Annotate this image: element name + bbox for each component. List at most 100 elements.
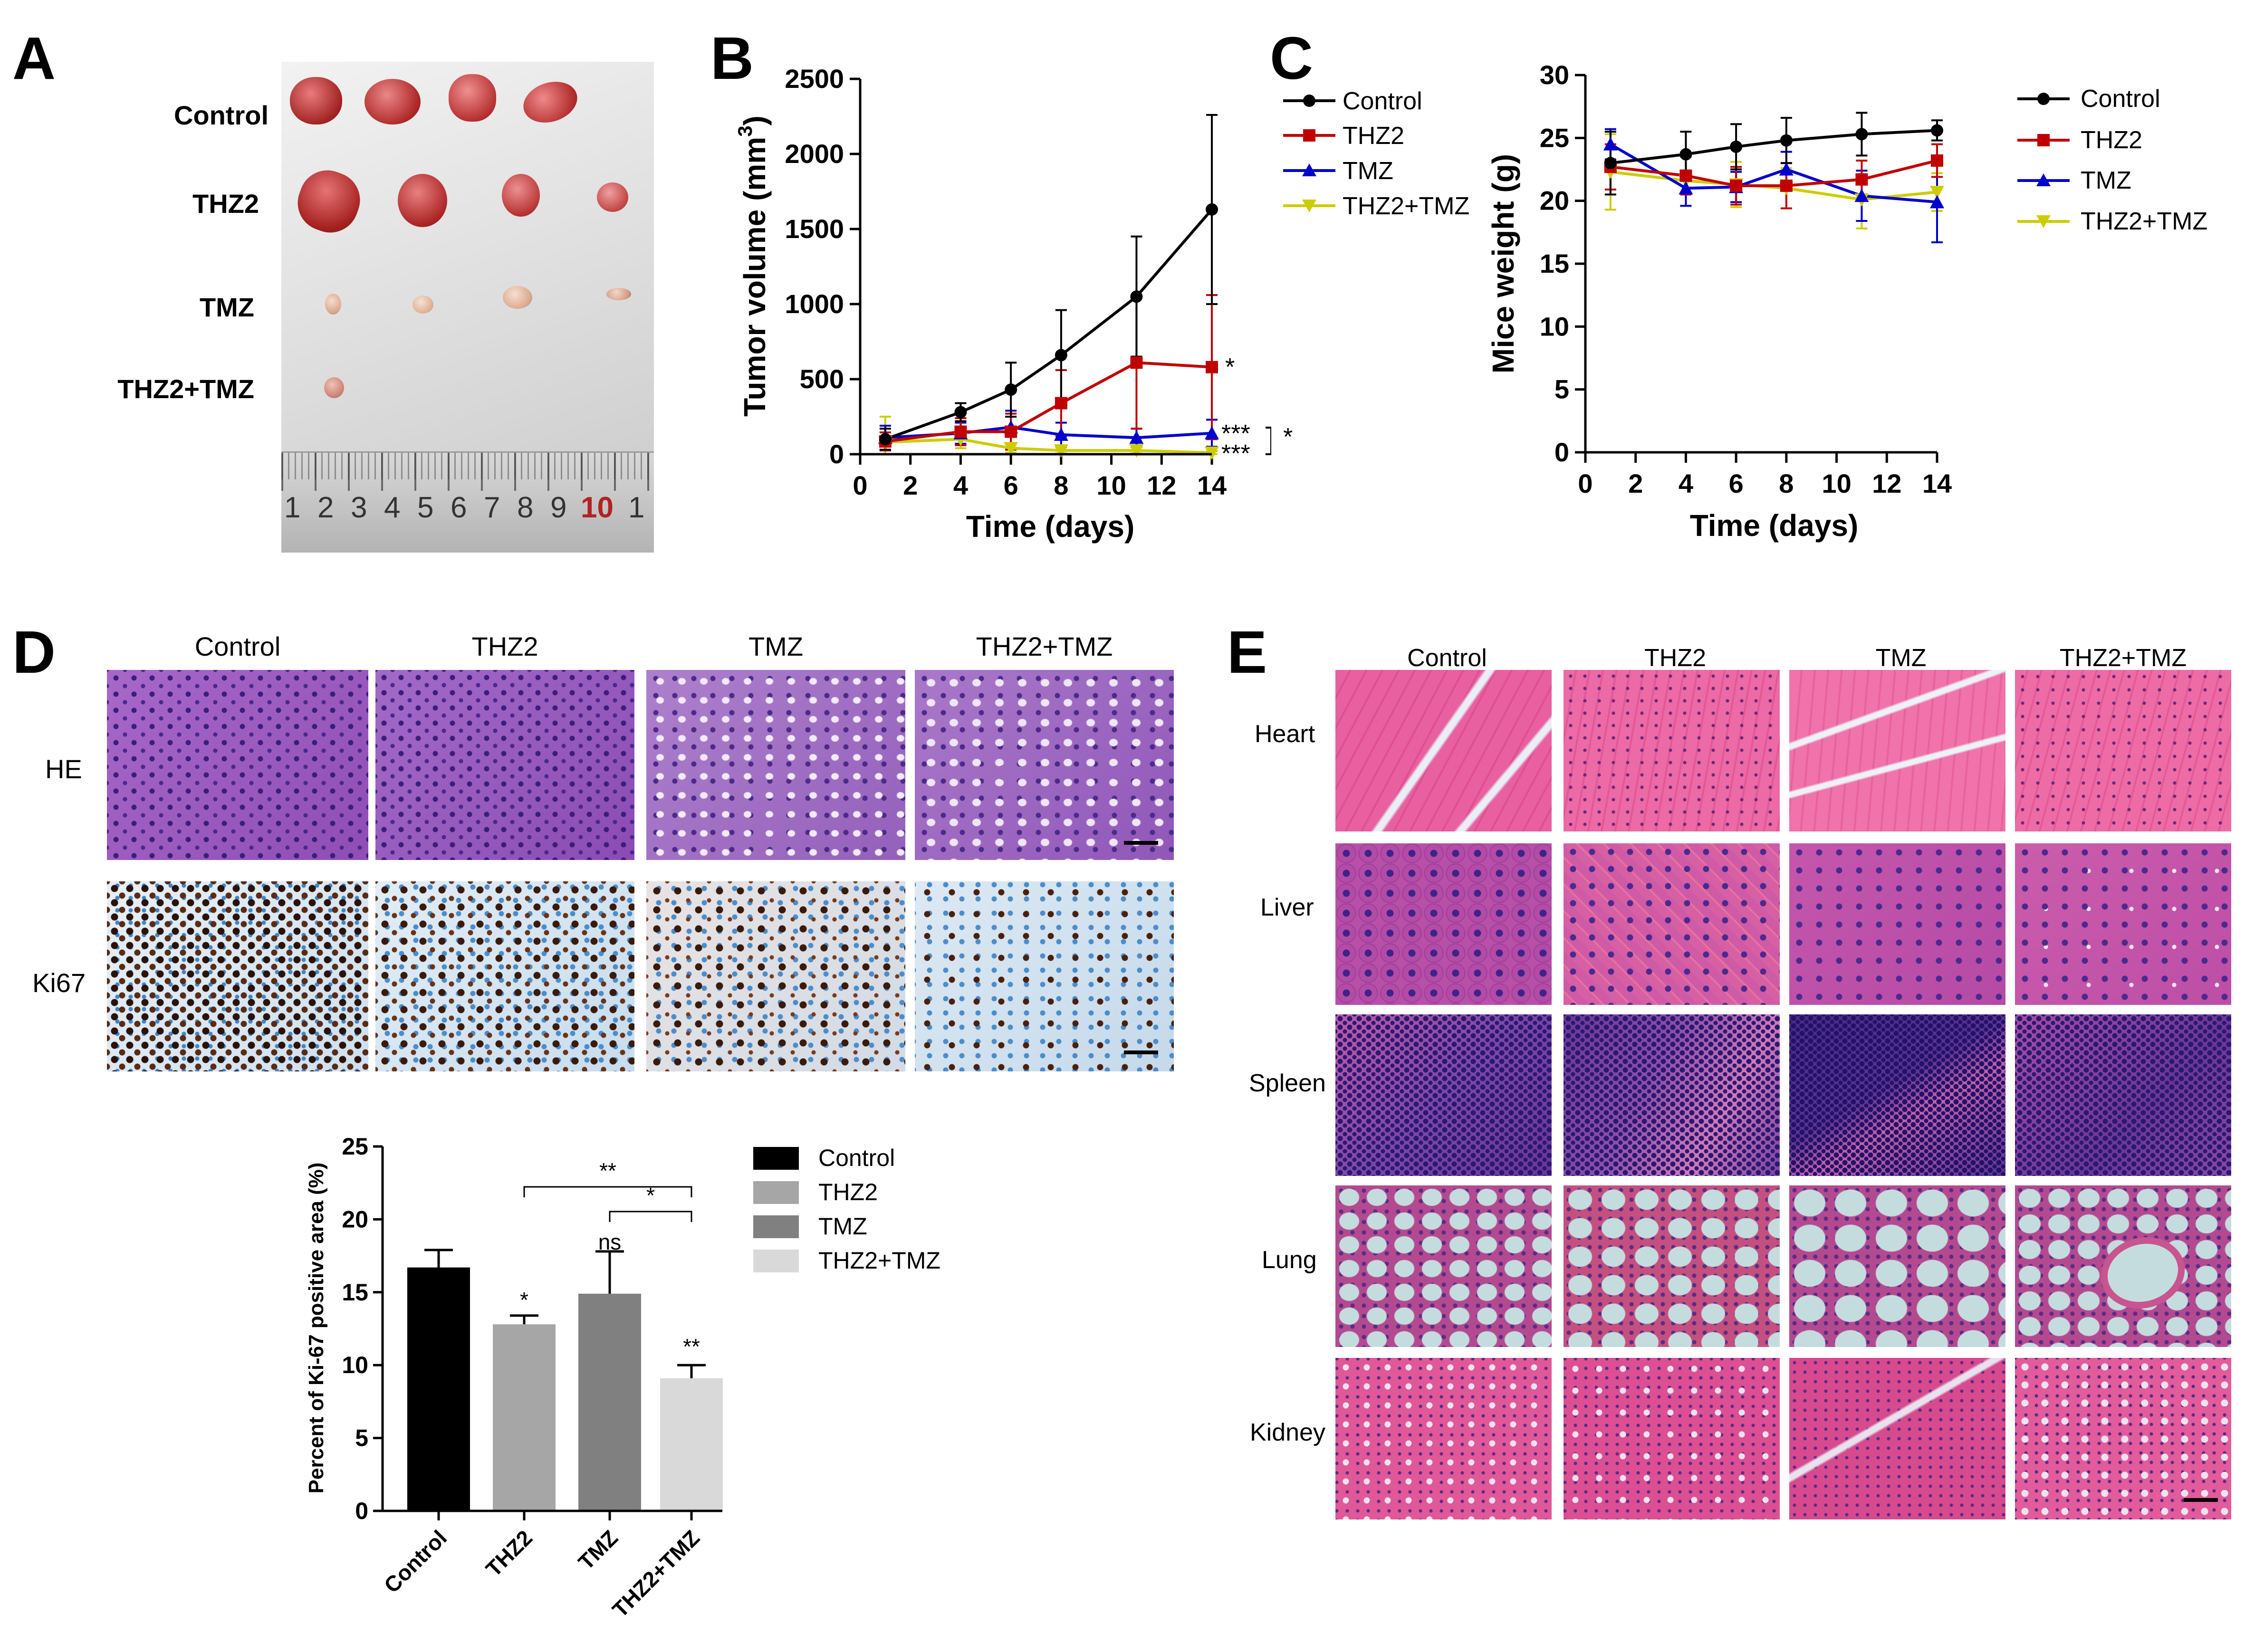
tumor — [324, 377, 344, 398]
legend-label: THZ2 — [818, 1179, 878, 1205]
tumor — [365, 79, 421, 124]
tumor — [289, 162, 368, 241]
data-point-control — [1679, 148, 1692, 161]
ruler-number: 3 — [351, 491, 367, 524]
legend-marker-thz2 — [1283, 129, 1335, 142]
panel-letter-d: D — [12, 619, 56, 686]
data-point-thz2 — [1855, 173, 1868, 186]
data-point-combo — [1004, 442, 1018, 456]
histology-image-ki67 — [107, 881, 368, 1071]
ruler: 1 2 3 4 5 6 7 8 9 10 1 — [281, 451, 654, 553]
panel-a-row-label: TMZ — [199, 292, 254, 322]
tumor — [398, 174, 447, 227]
tumor — [325, 294, 341, 315]
data-point-control — [1855, 128, 1868, 141]
organ-image-spleen — [1564, 1014, 1780, 1176]
data-point-thz2 — [1055, 397, 1067, 410]
legend-label: TMZ — [1343, 157, 1393, 185]
data-point-thz2 — [1780, 179, 1793, 192]
legend-marker-thz2 — [2017, 134, 2070, 146]
x-tick-label: TMZ — [573, 1525, 623, 1575]
legend-marker-control — [1283, 95, 1335, 107]
legend-label: Control — [1343, 87, 1422, 115]
bar-combo — [660, 1378, 723, 1511]
sig-bracket — [609, 1211, 692, 1222]
data-point-tmz — [1603, 137, 1618, 151]
series-line-control — [1610, 129, 1938, 165]
data-point-control — [1931, 124, 1943, 137]
sig-annotation: *** — [1221, 440, 1250, 468]
y-tick-label: 0 — [1554, 437, 1569, 467]
organ-image-heart — [1564, 670, 1780, 831]
x-tick-label: 6 — [1729, 468, 1744, 498]
scale-bar — [2184, 1498, 2218, 1502]
data-point-control — [1780, 134, 1793, 147]
histology-image-he — [915, 670, 1174, 860]
data-point-control — [1206, 203, 1218, 216]
x-tick-label: Control — [379, 1525, 451, 1597]
organ-image-kidney — [1564, 1358, 1780, 1519]
organ-image-spleen — [1789, 1014, 2005, 1176]
x-tick-label: 10 — [1822, 468, 1851, 498]
chart-mice-weight: 0 2 4 6 8 10 12 14 0 5 10 15 20 25 30 Time (days) Mice… — [1487, 60, 1952, 543]
legend-marker-tmz — [2017, 173, 2070, 186]
y-tick-label: 10 — [342, 1352, 368, 1378]
panel-e-column-label: THZ2+TMZ — [2059, 644, 2187, 672]
x-tick-label: 12 — [1872, 468, 1901, 498]
x-tick-label: 6 — [1004, 470, 1018, 500]
legend-swatch-combo — [753, 1250, 799, 1272]
bar-annotation: * — [520, 1288, 528, 1312]
y-tick-label: 10 — [1540, 311, 1569, 341]
tumor — [502, 174, 540, 217]
x-tick-label: 10 — [1096, 470, 1126, 500]
x-tick-label: THZ2 — [481, 1525, 537, 1581]
data-point-tmz — [1129, 430, 1144, 444]
tumor — [518, 75, 583, 129]
legend-label: THZ2+TMZ — [818, 1247, 940, 1274]
x-tick-label: 12 — [1147, 470, 1176, 500]
ruler-number: 1 — [628, 491, 645, 524]
panel-d-row-label: HE — [45, 754, 82, 784]
legend-label: THZ2+TMZ — [2081, 208, 2208, 235]
organ-image-liver — [1335, 843, 1552, 1005]
y-tick-label: 30 — [1540, 60, 1569, 90]
legend-label: THZ2 — [2081, 126, 2142, 154]
x-axis-label: Time (days) — [966, 509, 1135, 544]
tumor — [606, 288, 631, 300]
legend-label: TMZ — [2081, 167, 2131, 194]
data-point-thz2 — [1679, 169, 1692, 182]
panel-e-row-label: Lung — [1262, 1246, 1317, 1274]
panel-d-row-label: Ki67 — [32, 968, 86, 998]
series-line-combo — [885, 438, 1212, 454]
x-tick-label: 0 — [1578, 468, 1593, 498]
sig-annotation: * — [1225, 353, 1235, 381]
tumor — [503, 286, 532, 309]
organ-image-liver — [2015, 843, 2231, 1005]
series-line-control — [884, 208, 1213, 441]
ruler-number: 1 — [284, 491, 301, 524]
data-point-control — [1730, 140, 1743, 153]
y-tick-label: 500 — [800, 364, 844, 394]
panel-d-column-label: THZ2+TMZ — [976, 631, 1113, 661]
panel-e-column-label: Control — [1407, 644, 1487, 672]
organ-image-lung — [1564, 1185, 1780, 1347]
sig-annotation: * — [1283, 423, 1293, 451]
panel-e-row-label: Kidney — [1250, 1419, 1325, 1446]
legend-swatch-thz2 — [753, 1181, 799, 1204]
y-tick-label: 0 — [829, 439, 844, 469]
y-tick-label: 5 — [355, 1425, 368, 1451]
data-point-thz2 — [1931, 154, 1943, 167]
organ-image-spleen — [1335, 1014, 1552, 1176]
data-point-tmz — [1930, 195, 1944, 209]
data-point-combo — [1054, 444, 1068, 458]
data-point-control — [954, 406, 967, 419]
scale-bar — [1124, 841, 1158, 845]
x-tick-label: 2 — [1628, 468, 1643, 498]
legend-label: TMZ — [818, 1213, 867, 1240]
data-point-tmz — [1854, 189, 1869, 202]
ruler-number: 4 — [384, 491, 401, 524]
x-tick-label: 4 — [953, 470, 968, 500]
data-point-thz2 — [1130, 356, 1143, 369]
data-point-thz2 — [1730, 179, 1743, 192]
x-tick-label: THZ2+TMZ — [607, 1525, 704, 1622]
